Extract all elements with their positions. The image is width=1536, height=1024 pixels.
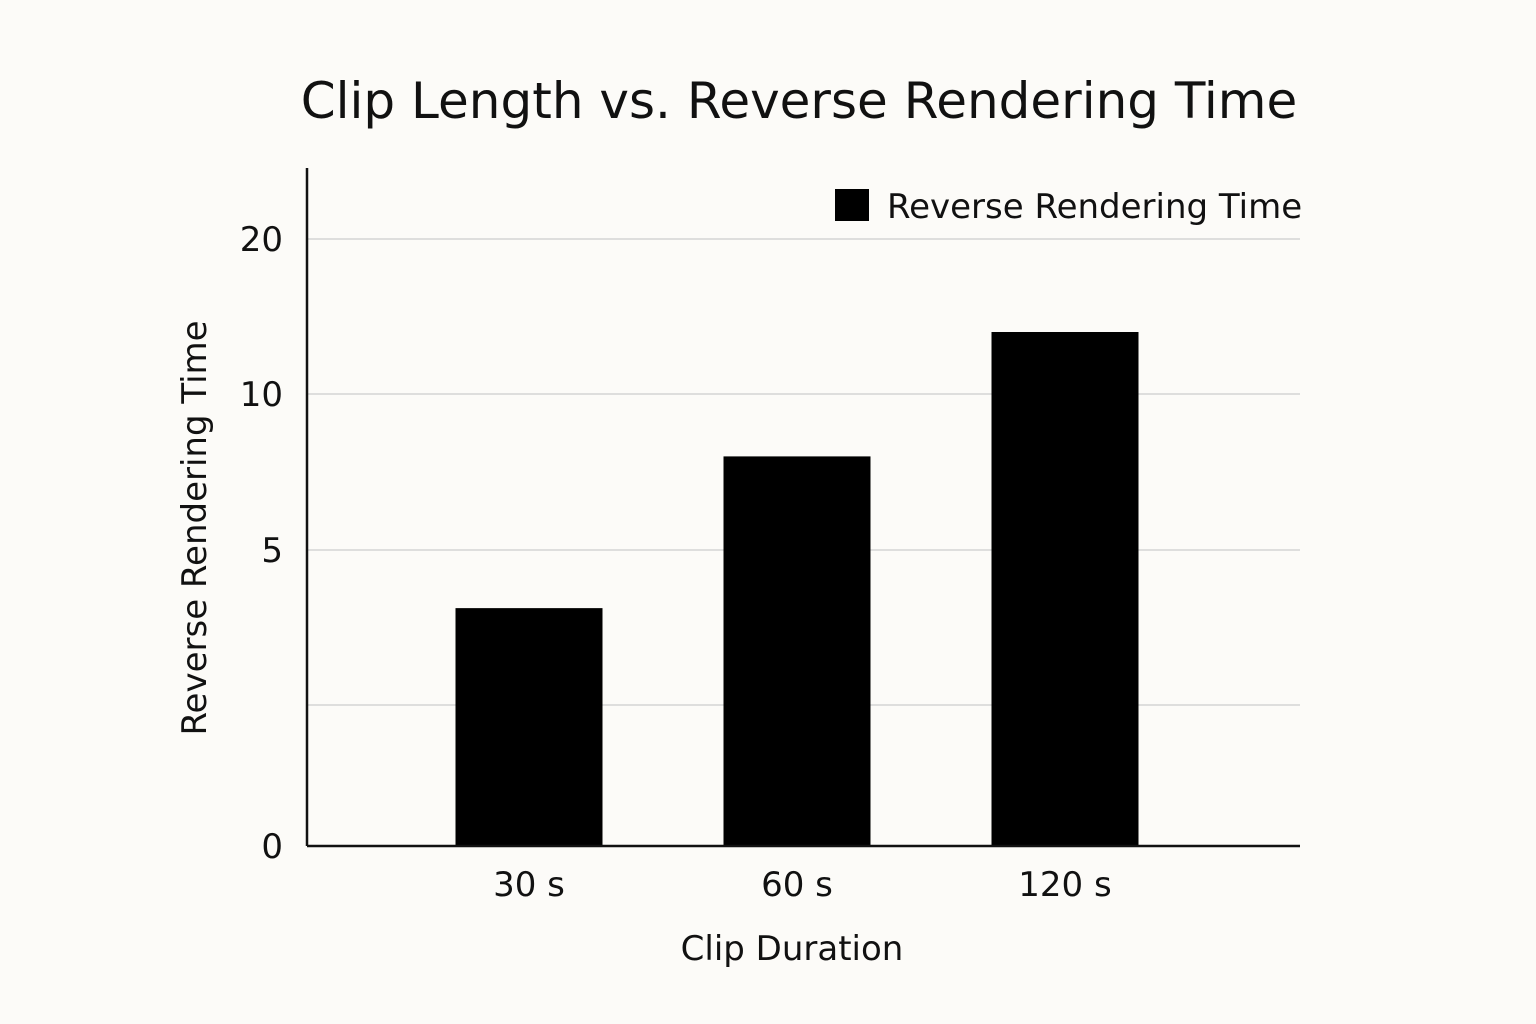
legend-swatch: [835, 189, 869, 221]
y-tick-label: 0: [261, 827, 283, 867]
bar: [723, 456, 871, 846]
chart-title: Clip Length vs. Reverse Rendering Time: [301, 72, 1298, 130]
y-tick-labels: 0 5 10 20: [240, 220, 283, 867]
x-axis-label: Clip Duration: [681, 929, 904, 969]
x-tick-label: 120 s: [1018, 865, 1111, 905]
x-tick-label: 60 s: [761, 865, 833, 905]
y-axis-label: Reverse Rendering Time: [175, 320, 215, 735]
bar: [991, 332, 1139, 846]
bar: [455, 608, 603, 846]
legend-label: Reverse Rendering Time: [887, 187, 1302, 227]
y-tick-label: 20: [240, 220, 283, 260]
bars: [455, 332, 1139, 846]
y-tick-label: 10: [240, 375, 283, 415]
x-tick-label: 30 s: [493, 865, 565, 905]
y-tick-label: 5: [261, 531, 283, 571]
x-tick-labels: 30 s 60 s 120 s: [493, 865, 1112, 905]
legend: Reverse Rendering Time: [835, 187, 1302, 227]
